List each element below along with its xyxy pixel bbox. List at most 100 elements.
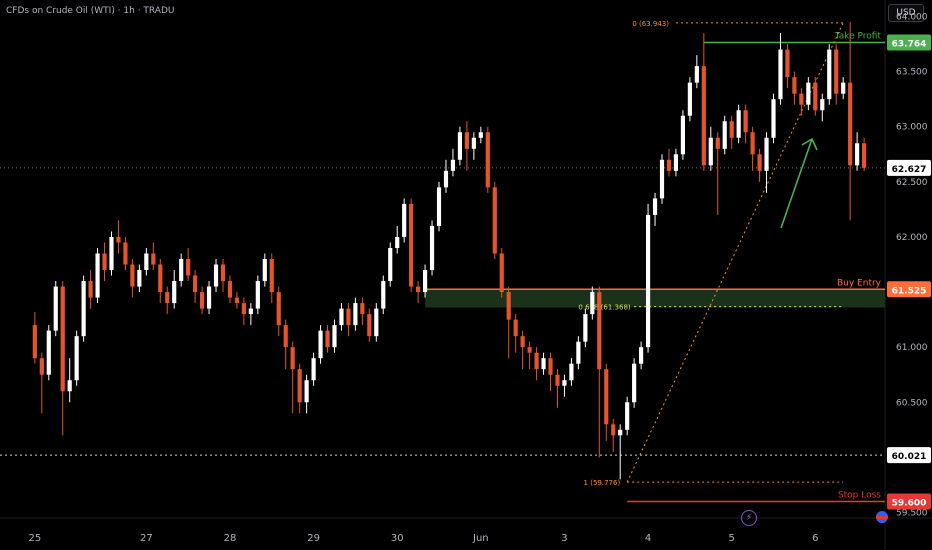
candle-body bbox=[778, 49, 783, 100]
level-label: Take Profit bbox=[834, 32, 882, 42]
candle-body bbox=[757, 154, 762, 171]
candle-body bbox=[213, 264, 219, 287]
lightning-icon[interactable]: ⚡ bbox=[741, 510, 757, 526]
fib-1-label: 1 (59.776) bbox=[584, 479, 621, 487]
candle-body bbox=[652, 198, 658, 215]
candle-body bbox=[485, 132, 490, 188]
candle-body bbox=[604, 369, 609, 425]
candle-body bbox=[569, 363, 574, 381]
candle-body bbox=[701, 66, 706, 166]
candle-body bbox=[736, 110, 741, 138]
x-tick-label: 30 bbox=[391, 533, 404, 544]
candle-body bbox=[206, 286, 212, 309]
candle-body bbox=[834, 49, 839, 94]
candle-body bbox=[137, 270, 142, 287]
candle-body bbox=[659, 159, 665, 199]
candle-body bbox=[771, 99, 776, 138]
candle-body bbox=[67, 380, 72, 392]
candle-body bbox=[841, 82, 846, 94]
candle-body bbox=[234, 297, 240, 304]
candle-body bbox=[820, 99, 825, 111]
level-value: 59.600 bbox=[892, 498, 927, 508]
candle-body bbox=[60, 286, 65, 392]
candle-body bbox=[715, 137, 720, 149]
candle-body bbox=[555, 374, 560, 386]
candle-body bbox=[255, 281, 260, 309]
candle-body bbox=[471, 137, 476, 149]
candle-body bbox=[102, 253, 107, 271]
x-tick-label: 3 bbox=[561, 533, 567, 544]
candle-body bbox=[130, 264, 135, 287]
candle-body bbox=[269, 259, 274, 293]
x-tick-label: 4 bbox=[645, 533, 651, 544]
candle-body bbox=[88, 281, 93, 298]
candle-body bbox=[74, 336, 79, 381]
x-tick-label: 6 bbox=[812, 533, 818, 544]
currency-button[interactable]: USD bbox=[888, 4, 924, 22]
x-tick-label: 25 bbox=[28, 533, 41, 544]
candle-body bbox=[402, 203, 407, 237]
candle-body bbox=[618, 429, 623, 436]
level-value: 61.525 bbox=[892, 286, 927, 296]
candle-body bbox=[576, 341, 581, 364]
candle-body bbox=[597, 292, 602, 370]
y-tick-label: 60.500 bbox=[896, 398, 928, 408]
candle-body bbox=[395, 236, 400, 248]
candle-body bbox=[409, 203, 414, 287]
x-tick-label: 29 bbox=[307, 533, 320, 544]
candle-body bbox=[325, 330, 330, 348]
candle-body bbox=[248, 308, 253, 315]
fib-618-label: 0.618 (61.368) bbox=[578, 304, 630, 312]
candle-body bbox=[639, 347, 644, 364]
candle-body bbox=[186, 259, 191, 276]
candle-body bbox=[388, 247, 393, 282]
candle-body bbox=[436, 187, 442, 226]
candle-body bbox=[429, 225, 435, 271]
candle-body bbox=[708, 137, 713, 166]
candle-body bbox=[666, 159, 672, 171]
candle-body bbox=[151, 253, 156, 265]
candle-body bbox=[276, 292, 281, 326]
candle-body bbox=[158, 264, 163, 293]
candle-body bbox=[283, 325, 288, 348]
candle-body bbox=[464, 132, 469, 149]
candle-body bbox=[304, 380, 309, 403]
candle-body bbox=[478, 132, 483, 138]
level-box bbox=[887, 493, 931, 510]
candle-body bbox=[109, 236, 114, 271]
candle-body bbox=[499, 253, 504, 293]
fib-0-label: 0 (63.943) bbox=[632, 20, 669, 28]
current-price-value: 62.627 bbox=[892, 165, 927, 175]
candle-body bbox=[632, 363, 637, 403]
candle-body bbox=[729, 121, 734, 138]
candle-body bbox=[548, 358, 553, 375]
candle-body bbox=[53, 286, 58, 331]
candle-body bbox=[360, 303, 365, 315]
current-price-box bbox=[887, 159, 931, 176]
candle-body bbox=[534, 352, 539, 370]
candle-body bbox=[743, 110, 748, 133]
candle-body bbox=[339, 308, 344, 326]
candle-body bbox=[694, 66, 699, 83]
y-tick-label: 63.000 bbox=[896, 123, 928, 133]
candle-body bbox=[179, 259, 184, 282]
y-tick-label: 62.500 bbox=[896, 178, 928, 188]
candle-body bbox=[290, 347, 295, 370]
level-box bbox=[887, 281, 931, 298]
candle-body bbox=[381, 281, 386, 309]
candle-body bbox=[645, 214, 651, 348]
candle-body bbox=[367, 314, 372, 337]
candle-body bbox=[625, 402, 630, 430]
candle-body bbox=[297, 369, 302, 403]
candle-body bbox=[443, 170, 449, 188]
candle-body bbox=[374, 308, 379, 337]
candle-body bbox=[562, 380, 567, 386]
x-tick-label: 27 bbox=[140, 533, 153, 544]
level-box bbox=[887, 34, 931, 51]
candle-body bbox=[541, 358, 546, 370]
y-tick-label: 61.000 bbox=[896, 343, 928, 353]
candle-body bbox=[792, 77, 797, 94]
candle-body bbox=[262, 259, 267, 282]
candle-body bbox=[862, 143, 867, 168]
